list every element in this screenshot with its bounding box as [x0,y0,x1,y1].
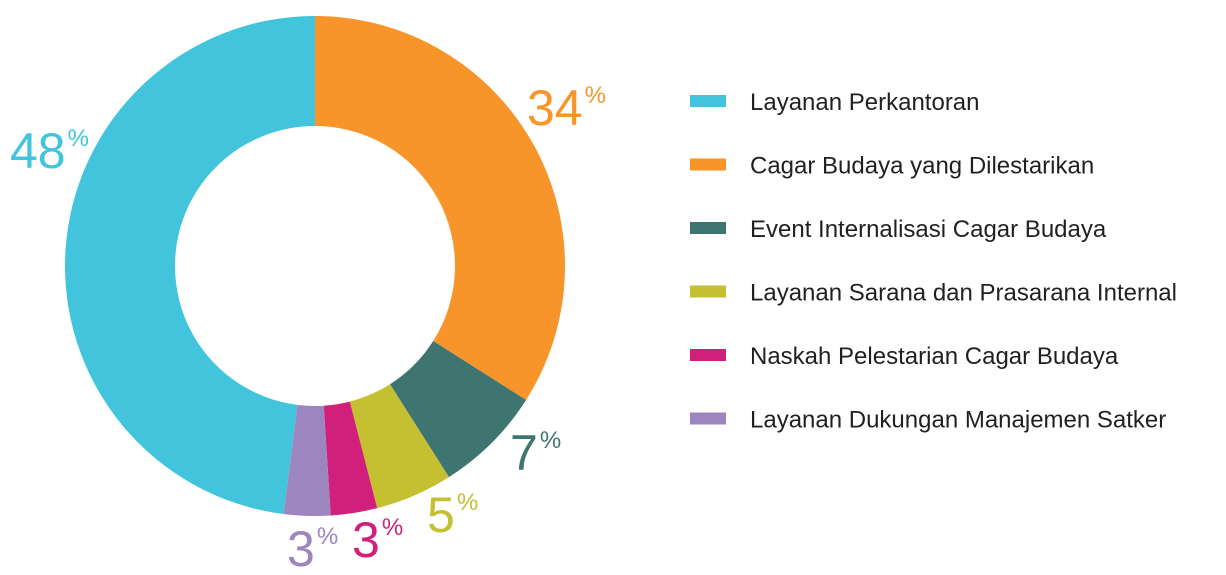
legend-text: Cagar Budaya yang Dilestarikan [750,153,1094,180]
percent-sign: % [317,523,338,550]
percent-value: 48 [10,123,66,179]
legend-swatch [690,222,726,234]
percent-value: 5 [427,487,455,543]
legend-swatch [690,95,726,107]
percent-label: 7% [510,425,561,481]
legend-text: Event Internalisasi Cagar Budaya [750,216,1107,243]
legend-text: Layanan Sarana dan Prasarana Internal [750,280,1177,307]
percent-label: 5% [427,487,478,543]
legend-swatch [690,412,726,425]
legend-text: Naskah Pelestarian Cagar Budaya [750,343,1119,370]
percent-label: 3% [287,521,338,570]
percent-sign: % [540,427,561,454]
percent-label: 48% [10,123,89,179]
legend-text: Layanan Perkantoran [750,89,980,116]
percent-sign: % [68,125,89,152]
percent-value: 3 [352,512,380,568]
percent-label: 34% [527,80,606,136]
donut-segment [283,404,331,516]
percent-value: 3 [287,521,315,570]
donut-segment [390,341,527,478]
legend-swatch [690,285,726,298]
percent-sign: % [382,514,403,541]
percent-value: 34 [527,80,583,136]
donut-segment [323,401,378,516]
percent-sign: % [457,489,478,516]
legend-swatch [690,158,726,171]
donut-segment [349,384,449,509]
percent-sign: % [585,82,606,109]
percent-value: 7 [510,425,538,481]
donut-segment [315,16,565,400]
legend-swatch [690,349,726,361]
donut-segment [64,16,315,515]
legend-text: Layanan Dukungan Manajemen Satker [750,407,1166,434]
percent-label: 3% [352,512,403,568]
